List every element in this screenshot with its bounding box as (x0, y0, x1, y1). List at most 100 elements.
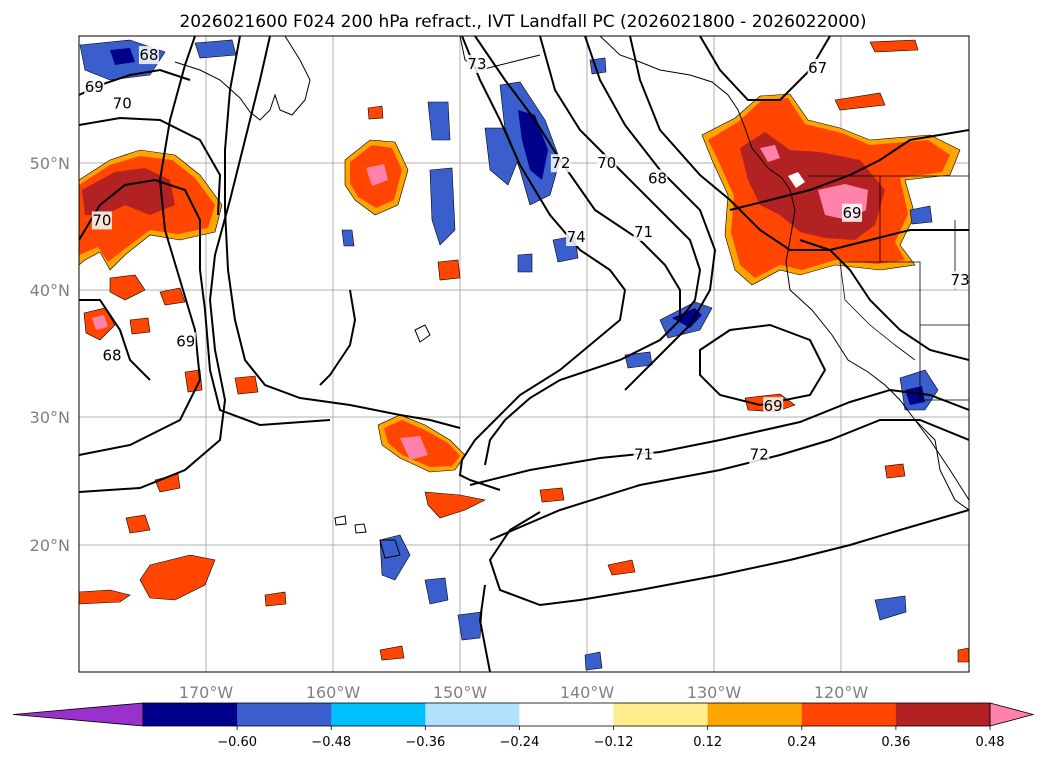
colorbar-segment (519, 703, 615, 726)
contour-label-background (112, 94, 133, 113)
anomaly-small-h (957, 647, 969, 663)
colorbar-segment (425, 703, 520, 726)
contour-label: 69 (85, 78, 104, 96)
colorbar-extend-low (12, 702, 144, 727)
contour-69-east (729, 129, 969, 211)
anomaly-west-small2 (109, 274, 146, 301)
map-frame (78, 35, 970, 673)
colorbar-segment (613, 703, 709, 726)
anomaly-small-c (264, 591, 287, 607)
colorbar-segment (331, 703, 426, 726)
hawaii-big-island (379, 539, 401, 559)
longitude-axis: 170°W 160°W 150°W 140°W 130°W 120°W (179, 683, 869, 702)
anomaly-160w-max (366, 164, 388, 186)
anomaly-neg-145w-core (518, 110, 548, 180)
contour-label-background (596, 154, 617, 173)
anomaly-west-small1-max (92, 315, 108, 330)
colorbar-tick-label: −0.36 (405, 735, 445, 750)
anomaly-neg-sub-8 (909, 205, 933, 225)
contour-label: 70 (92, 211, 111, 229)
contour-label-background (566, 227, 587, 246)
lat-tick-label: 20°N (30, 536, 70, 555)
anomaly-neg-sub-4 (517, 253, 533, 273)
contour-label: 72 (750, 445, 769, 463)
coastlines (174, 36, 969, 559)
contour-label-background (550, 154, 571, 173)
coastline-baja (914, 419, 969, 511)
border-states-3 (919, 325, 969, 401)
lon-tick-label: 130°W (687, 683, 742, 702)
anomaly-neg-top (194, 39, 237, 59)
contour-label: 68 (103, 346, 122, 364)
colorbar-tick-label: 0.12 (693, 735, 722, 750)
anomaly-sw-2 (79, 589, 131, 605)
lon-tick-label: 160°W (306, 683, 361, 702)
colorbar-tick-label: −0.12 (594, 735, 634, 750)
contour-69-west (79, 36, 202, 456)
anomaly-pnw-hole (788, 172, 805, 188)
contour-label: 71 (634, 223, 653, 241)
colorbar-tick-label: −0.60 (217, 735, 257, 750)
anomaly-neg-hawaii (379, 534, 411, 581)
contour-label-background (647, 169, 668, 188)
colorbar-tick-label: 0.36 (881, 735, 910, 750)
anomaly-small-b (437, 259, 461, 281)
island-1 (414, 324, 431, 343)
contour-label-background (102, 346, 123, 365)
contour-label-background (466, 54, 487, 73)
anomaly-subtrop-max (400, 436, 428, 460)
coastline-gulf-alaska (459, 36, 541, 71)
border-states-1 (879, 176, 969, 326)
anomaly-neg-sub-7 (584, 651, 603, 671)
anomaly-sw-1 (139, 554, 216, 601)
anomaly-west-small3 (129, 317, 151, 335)
map-panel: 68 69 70 70 68 69 73 72 70 68 74 71 67 69 69 71 72 73 (78, 35, 970, 673)
contour-73 (458, 36, 627, 491)
anomaly-neg-sub-6 (341, 229, 355, 247)
contour-label: 71 (634, 445, 653, 463)
lon-tick-label: 150°W (433, 683, 488, 702)
anomaly-neg-sub-2 (874, 595, 907, 621)
contour-label: 68 (139, 46, 158, 64)
contour-label-background (807, 58, 828, 77)
colorbar-tick-label: −0.48 (311, 735, 351, 750)
lon-tick-label: 140°W (560, 683, 615, 702)
colorbar-segment (143, 703, 238, 726)
colorbar-extend-high (989, 702, 1035, 727)
contour-72-coast (799, 239, 969, 361)
lon-tick-label: 170°W (179, 683, 234, 702)
contour-label: 70 (597, 154, 616, 172)
anomaly-west-small4 (159, 287, 186, 306)
colorbar-frame (142, 702, 991, 727)
contour-label: 69 (176, 332, 195, 350)
hawaii-maui (354, 523, 367, 534)
border-ca-nv (839, 261, 916, 361)
contour-label-background (633, 445, 654, 464)
contour-73-south (488, 509, 969, 607)
anomaly-neg-152w (429, 167, 456, 246)
positive-anomaly-fills (79, 39, 969, 663)
contour-labels: 68 69 70 70 68 69 73 72 70 68 74 71 67 69 69 71 72 73 (84, 46, 969, 464)
contour-label-background (749, 445, 770, 464)
contour-71-west (79, 36, 271, 493)
anomaly-small-i (379, 645, 405, 661)
hawaii-oahu (334, 515, 347, 526)
anomaly-small-j (367, 105, 384, 120)
anomaly-sw-3 (125, 514, 151, 534)
contour-label: 68 (648, 169, 667, 187)
colorbar-segment (895, 703, 991, 726)
contour-label-background (633, 222, 654, 241)
colorbar-tick-label: 0.24 (787, 735, 816, 750)
contour-label-background (763, 397, 784, 416)
colorbar-segment (707, 703, 803, 726)
contour-71-south (469, 388, 969, 486)
contour-label-background (138, 46, 159, 65)
colorbar: −0.60 −0.48 −0.36 −0.24 −0.12 0.12 0.24 0.36 0.4… (12, 702, 1035, 750)
anomaly-neg-hawaii-s (424, 577, 449, 605)
coastline-north-america (599, 36, 969, 501)
colorbar-segment (237, 703, 332, 726)
figure-title: 2026021600 F024 200 hPa refract., IVT La… (179, 12, 866, 32)
contour-label: 67 (808, 59, 827, 77)
contour-label-background (84, 77, 105, 96)
contour-68-west (79, 299, 151, 381)
